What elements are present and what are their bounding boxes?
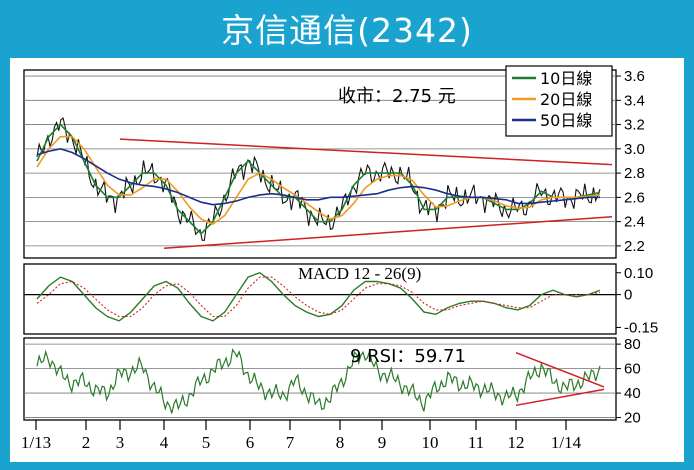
y-tick-label: 3.4 (624, 92, 645, 109)
rsi-trendline (515, 388, 605, 407)
chart-title: 京信通信(2342) (221, 11, 473, 50)
rsi-label: 9 RSI：59.71 (350, 346, 466, 367)
x-tick-label: 12 (508, 433, 525, 452)
panel-border (23, 69, 617, 259)
x-tick-label: 4 (160, 433, 169, 452)
chart-canvas: 3.6 3.4 3.2 3.0 2.8 2.6 2.4 2.2 10日線 20日線 50日線 收市：2… (21, 65, 658, 452)
title-bar: 京信通信(2342) (0, 0, 694, 56)
signal-line (36, 276, 601, 318)
x-tick-label: 9 (378, 433, 387, 452)
ma-line-50日線 (36, 148, 600, 206)
y-tick-label: -0.15 (624, 319, 658, 336)
x-tick-label: 6 (246, 433, 255, 452)
y-tick-label: 3.0 (624, 141, 645, 158)
price-trendline (119, 138, 613, 166)
legend-label: 50日線 (540, 111, 592, 130)
x-tick-label: 10 (422, 433, 439, 452)
legend-label: 20日線 (540, 90, 592, 109)
y-tick-label: 0.10 (624, 265, 653, 282)
panel-border (23, 337, 617, 421)
x-tick-label: 1/13 (21, 433, 51, 452)
x-tick-label: 5 (202, 433, 211, 452)
y-tick-label: 3.2 (624, 117, 645, 134)
x-tick-label: 2 (82, 433, 91, 452)
y-tick-label: 2.2 (624, 238, 645, 255)
chart-panel: 3.6 3.4 3.2 3.0 2.8 2.6 2.4 2.2 10日線 20日線 50日線 收市：2… (10, 58, 684, 462)
y-tick-label: 2.8 (624, 165, 645, 182)
y-tick-label: 40 (624, 385, 641, 402)
panel-border (23, 263, 617, 335)
y-tick-label: 2.4 (624, 214, 645, 231)
rsi-line (36, 348, 601, 414)
y-tick-label: 80 (624, 336, 641, 353)
rsi-trendline (515, 351, 605, 388)
legend-label: 10日線 (540, 69, 592, 88)
macd-line (36, 271, 601, 322)
macd-title: MACD 12 - 26(9) (298, 264, 421, 283)
close-price-label: 收市：2.75 元 (338, 86, 456, 107)
price-trendline (163, 216, 613, 250)
y-tick-label: 2.6 (624, 189, 645, 206)
price-line (36, 117, 601, 241)
y-tick-label: 0 (624, 287, 632, 304)
x-tick-label: 11 (468, 433, 484, 452)
x-tick-label: 3 (116, 433, 125, 452)
ma-line-10日線 (36, 123, 601, 235)
y-tick-label: 60 (624, 361, 641, 378)
x-tick-label: 7 (286, 433, 295, 452)
x-tick-label: 1/14 (551, 433, 582, 452)
x-tick-label: 8 (336, 433, 345, 452)
ma-line-20日線 (36, 135, 601, 225)
y-tick-label: 20 (624, 410, 641, 427)
y-tick-label: 3.6 (624, 68, 645, 85)
